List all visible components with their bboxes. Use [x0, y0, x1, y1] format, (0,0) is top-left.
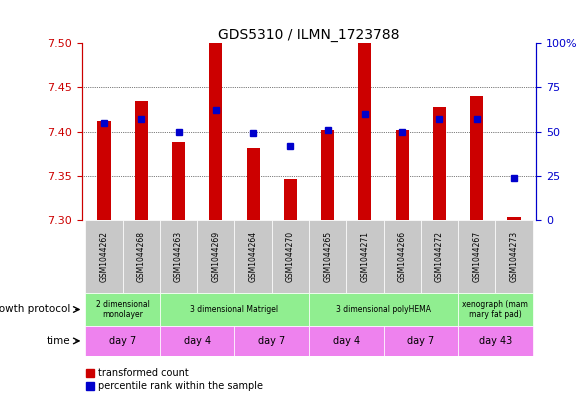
Bar — [234, 220, 272, 293]
Bar — [507, 217, 521, 220]
Bar — [384, 220, 421, 293]
Bar — [321, 130, 334, 220]
Text: GSM1044273: GSM1044273 — [510, 231, 518, 282]
Text: growth protocol: growth protocol — [0, 305, 70, 314]
Bar — [85, 293, 160, 326]
Bar — [433, 107, 446, 220]
Bar — [234, 326, 309, 356]
Bar — [284, 178, 297, 220]
Text: day 7: day 7 — [109, 336, 136, 346]
Text: GSM1044272: GSM1044272 — [435, 231, 444, 282]
Title: GDS5310 / ILMN_1723788: GDS5310 / ILMN_1723788 — [218, 28, 400, 42]
Text: GSM1044266: GSM1044266 — [398, 231, 407, 282]
Bar — [458, 220, 496, 293]
Bar — [85, 326, 160, 356]
Bar — [160, 293, 309, 326]
Bar — [458, 293, 533, 326]
Text: GSM1044268: GSM1044268 — [137, 231, 146, 282]
Text: GSM1044265: GSM1044265 — [323, 231, 332, 282]
Bar — [272, 220, 309, 293]
Text: time: time — [46, 336, 70, 346]
Text: GSM1044262: GSM1044262 — [100, 231, 108, 282]
Legend: transformed count, percentile rank within the sample: transformed count, percentile rank withi… — [86, 368, 263, 391]
Bar — [97, 121, 111, 220]
Bar — [496, 220, 533, 293]
Bar — [160, 326, 234, 356]
Text: GSM1044270: GSM1044270 — [286, 231, 295, 282]
Text: 2 dimensional
monolayer: 2 dimensional monolayer — [96, 300, 150, 319]
Bar — [384, 326, 458, 356]
Bar — [309, 220, 346, 293]
Text: day 4: day 4 — [184, 336, 210, 346]
Bar — [135, 101, 147, 220]
Bar — [85, 220, 122, 293]
Text: xenograph (mam
mary fat pad): xenograph (mam mary fat pad) — [462, 300, 528, 319]
Text: day 4: day 4 — [333, 336, 360, 346]
Bar — [209, 43, 222, 220]
Bar — [470, 96, 483, 220]
Text: 3 dimensional Matrigel: 3 dimensional Matrigel — [191, 305, 279, 314]
Text: day 7: day 7 — [258, 336, 285, 346]
Bar — [122, 220, 160, 293]
Bar — [172, 142, 185, 220]
Bar — [309, 293, 458, 326]
Bar — [396, 130, 409, 220]
Text: day 7: day 7 — [407, 336, 434, 346]
Bar — [421, 220, 458, 293]
Bar — [359, 43, 371, 220]
Bar — [346, 220, 384, 293]
Text: GSM1044271: GSM1044271 — [360, 231, 370, 282]
Bar — [247, 147, 259, 220]
Text: GSM1044264: GSM1044264 — [248, 231, 258, 282]
Bar — [309, 326, 384, 356]
Bar — [458, 326, 533, 356]
Bar — [160, 220, 197, 293]
Text: day 43: day 43 — [479, 336, 512, 346]
Bar — [197, 220, 234, 293]
Text: GSM1044269: GSM1044269 — [211, 231, 220, 282]
Text: 3 dimensional polyHEMA: 3 dimensional polyHEMA — [336, 305, 431, 314]
Text: GSM1044263: GSM1044263 — [174, 231, 183, 282]
Text: GSM1044267: GSM1044267 — [472, 231, 481, 282]
